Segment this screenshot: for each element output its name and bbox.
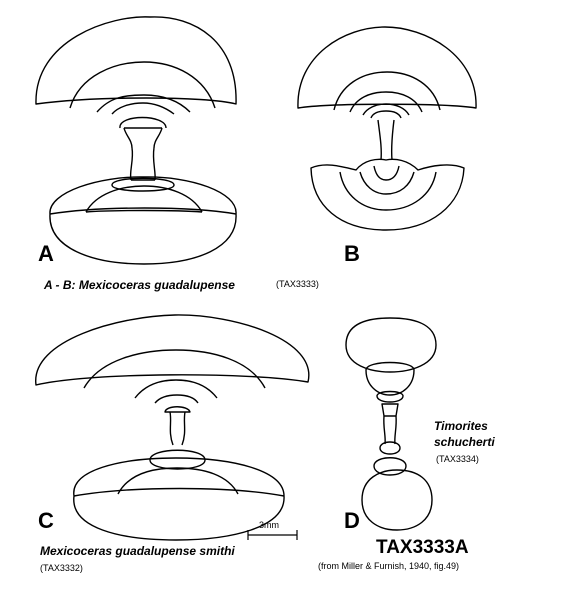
figure-c-lower-whorl: [73, 457, 285, 541]
figure-a-drawing: [35, 16, 237, 265]
tax-d: (TAX3334): [436, 454, 479, 464]
caption-d-line2: schucherti: [434, 435, 495, 449]
scale-bar-label: 3mm: [259, 520, 279, 530]
figure-b-drawing: [297, 26, 477, 231]
scale-bar: [247, 530, 298, 540]
caption-a-b: A - B: Mexicoceras guadalupense: [44, 278, 235, 292]
source-credit: (from Miller & Furnish, 1940, fig.49): [318, 561, 460, 571]
figure-letter-c: C: [38, 508, 54, 533]
tax-c: (TAX3332): [40, 563, 83, 573]
figure-c-upper-whorl: [35, 314, 310, 386]
figure-b-lower-whorl: [310, 158, 465, 231]
figure-d-upper-whorl: [345, 317, 437, 373]
figure-letter-d: D: [344, 508, 360, 533]
figure-letter-a: A: [38, 241, 54, 266]
figure-b-upper-whorl: [297, 26, 477, 109]
figure-d-drawing: [345, 317, 437, 531]
figure-a-lower-whorl: [49, 176, 237, 265]
figure-c-drawing: [35, 314, 310, 541]
caption-d-line1: Timorites: [434, 419, 488, 433]
figure-letter-b: B: [344, 241, 360, 266]
figure-a-upper-whorl: [35, 16, 237, 105]
caption-c: Mexicoceras guadalupense smithi: [40, 544, 235, 558]
tax-a-b: (TAX3333): [276, 279, 319, 289]
figure-d-lower-whorl: [361, 469, 433, 531]
plate-id: TAX3333A: [376, 537, 469, 558]
